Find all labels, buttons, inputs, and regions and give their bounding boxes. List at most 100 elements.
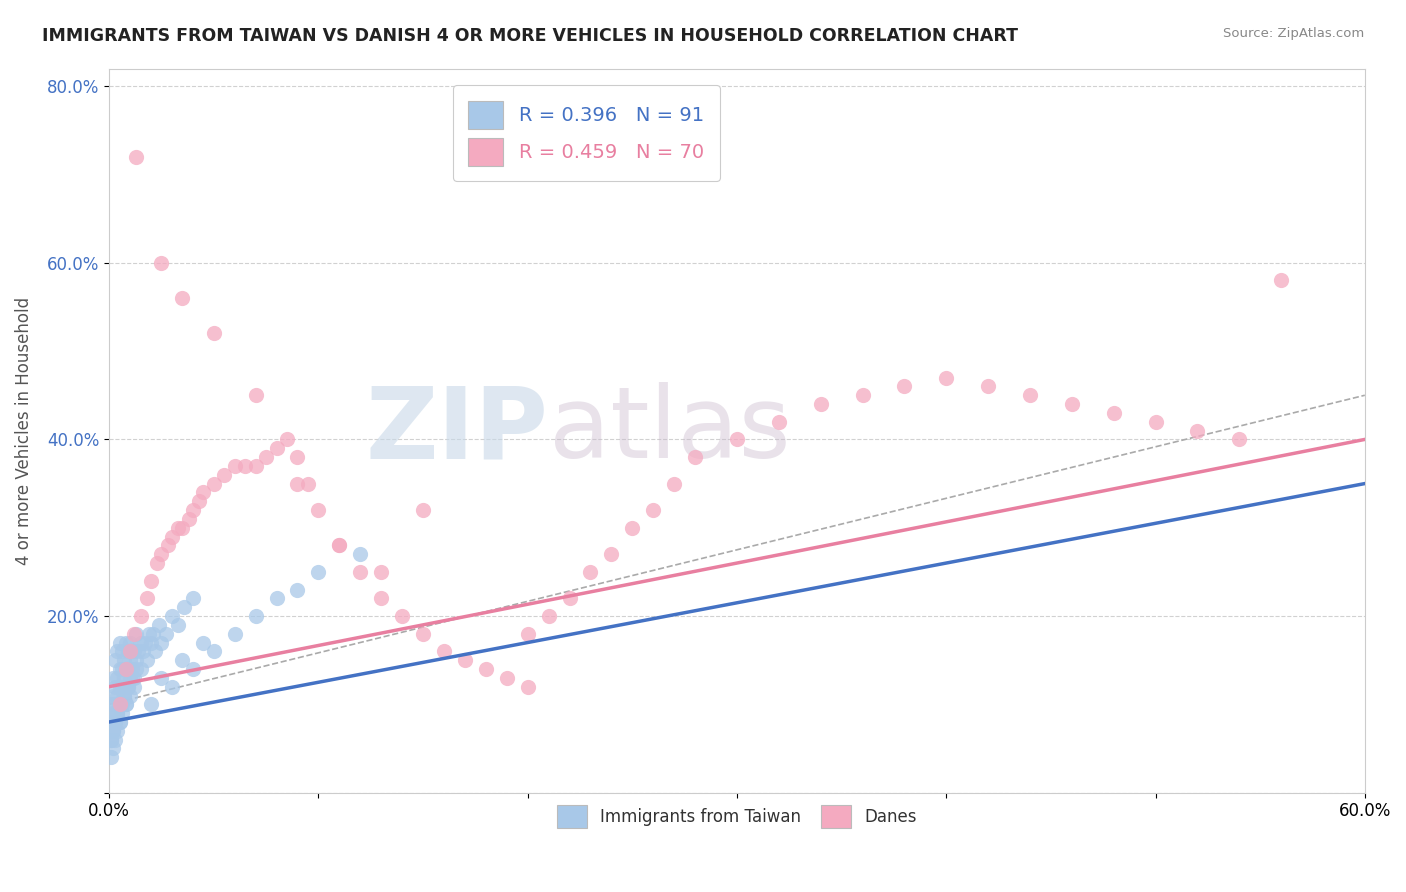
Point — [104, 653, 127, 667]
Point — [662, 476, 685, 491]
Point — [100, 732, 122, 747]
Point — [104, 714, 127, 729]
Point — [297, 476, 319, 491]
Y-axis label: 4 or more Vehicles in Household: 4 or more Vehicles in Household — [15, 296, 32, 565]
Point — [579, 565, 602, 579]
Point — [125, 626, 148, 640]
Point — [111, 662, 134, 676]
Point — [349, 565, 371, 579]
Point — [935, 370, 957, 384]
Point — [122, 671, 145, 685]
Point — [115, 680, 138, 694]
Point — [103, 706, 125, 721]
Point — [122, 626, 145, 640]
Point — [172, 521, 194, 535]
Point — [107, 671, 129, 685]
Point — [370, 591, 392, 606]
Point — [100, 714, 122, 729]
Point — [104, 680, 127, 694]
Point — [103, 689, 125, 703]
Point — [111, 644, 134, 658]
Point — [150, 547, 173, 561]
Point — [125, 662, 148, 676]
Point — [193, 635, 215, 649]
Point — [307, 565, 329, 579]
Point — [287, 450, 309, 464]
Point — [107, 706, 129, 721]
Point — [112, 689, 135, 703]
Point — [1270, 273, 1292, 287]
Point — [537, 609, 560, 624]
Point — [621, 521, 644, 535]
Point — [155, 626, 177, 640]
Point — [370, 565, 392, 579]
Point — [276, 433, 298, 447]
Point — [117, 644, 139, 658]
Point — [108, 714, 131, 729]
Point — [118, 635, 141, 649]
Point — [328, 538, 350, 552]
Point — [188, 494, 211, 508]
Point — [287, 582, 309, 597]
Point — [725, 433, 748, 447]
Point — [115, 698, 138, 712]
Point — [172, 653, 194, 667]
Point — [103, 723, 125, 738]
Point — [167, 618, 190, 632]
Point — [266, 591, 288, 606]
Point — [115, 635, 138, 649]
Point — [202, 326, 225, 341]
Point — [181, 591, 204, 606]
Point — [118, 653, 141, 667]
Point — [107, 706, 129, 721]
Point — [1187, 424, 1209, 438]
Point — [167, 521, 190, 535]
Point — [118, 689, 141, 703]
Point — [893, 379, 915, 393]
Point — [118, 644, 141, 658]
Point — [173, 600, 195, 615]
Point — [146, 556, 169, 570]
Point — [122, 680, 145, 694]
Point — [117, 680, 139, 694]
Point — [1060, 397, 1083, 411]
Point — [111, 680, 134, 694]
Point — [139, 635, 162, 649]
Point — [768, 415, 790, 429]
Point — [142, 626, 165, 640]
Point — [118, 671, 141, 685]
Point — [121, 671, 143, 685]
Point — [851, 388, 873, 402]
Point — [150, 635, 173, 649]
Point — [600, 547, 623, 561]
Point — [254, 450, 277, 464]
Point — [148, 618, 170, 632]
Point — [212, 467, 235, 482]
Point — [143, 644, 166, 658]
Text: IMMIGRANTS FROM TAIWAN VS DANISH 4 OR MORE VEHICLES IN HOUSEHOLD CORRELATION CHA: IMMIGRANTS FROM TAIWAN VS DANISH 4 OR MO… — [42, 27, 1018, 45]
Point — [1227, 433, 1250, 447]
Point — [160, 530, 183, 544]
Point — [475, 662, 498, 676]
Point — [103, 723, 125, 738]
Point — [224, 458, 246, 473]
Point — [107, 689, 129, 703]
Point — [115, 698, 138, 712]
Point — [266, 442, 288, 456]
Point — [108, 714, 131, 729]
Text: atlas: atlas — [548, 382, 790, 479]
Point — [108, 662, 131, 676]
Text: Source: ZipAtlas.com: Source: ZipAtlas.com — [1223, 27, 1364, 40]
Point — [810, 397, 832, 411]
Point — [245, 609, 267, 624]
Point — [977, 379, 1000, 393]
Point — [125, 150, 148, 164]
Point — [150, 256, 173, 270]
Point — [1144, 415, 1167, 429]
Point — [193, 485, 215, 500]
Point — [160, 609, 183, 624]
Point — [683, 450, 706, 464]
Point — [107, 644, 129, 658]
Text: ZIP: ZIP — [366, 382, 548, 479]
Point — [139, 574, 162, 588]
